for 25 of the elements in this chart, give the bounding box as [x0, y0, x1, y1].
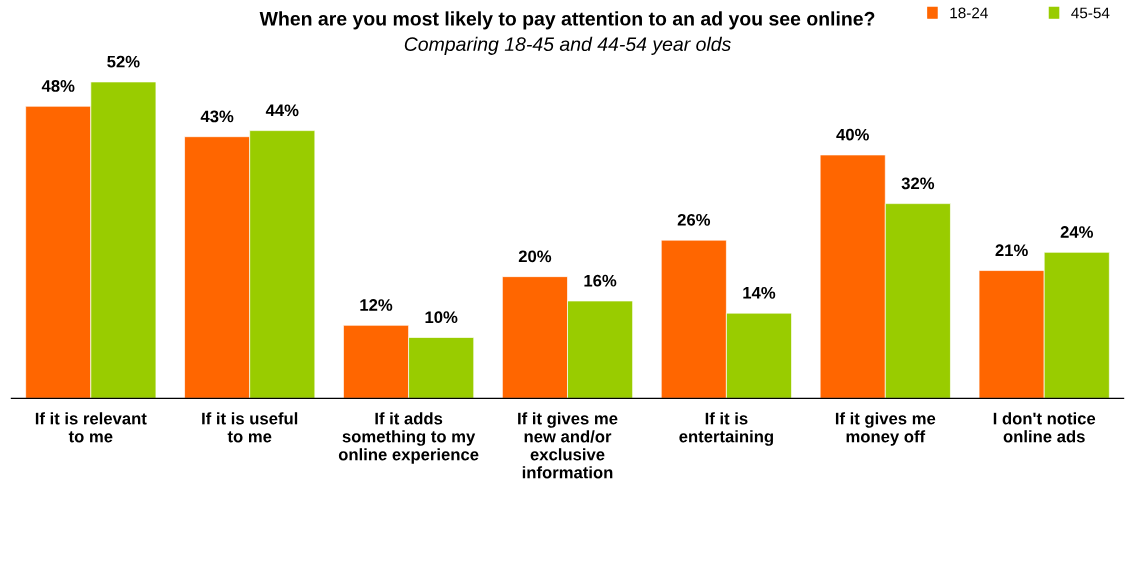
data-label: 26% [677, 213, 711, 226]
chart-subtitle: Comparing 18-45 and 44-54 year olds [404, 36, 731, 55]
x-tick-label: If it is entertaining [679, 412, 773, 446]
x-tick-label: If it gives me money off [835, 412, 936, 446]
x-tick-label: I don't notice online ads [993, 412, 1096, 443]
data-label: 40% [836, 128, 869, 141]
data-label: 43% [200, 110, 234, 123]
data-label: 14% [743, 286, 776, 299]
x-tick-label: If it is useful to me [202, 412, 298, 443]
x-tick-label: If it adds something to my online experience [338, 412, 479, 464]
data-label: 21% [995, 244, 1028, 257]
data-label: 24% [1060, 226, 1094, 238]
data-label: 48% [41, 80, 75, 92]
data-label: 32% [901, 177, 935, 190]
data-label: 12% [360, 299, 393, 311]
data-label: 20% [518, 250, 552, 263]
data-label: 44% [265, 104, 299, 117]
x-tick-label: If it gives me new and/or exclusive information [518, 412, 618, 479]
data-label: 52% [107, 55, 140, 68]
chart-title: When are you most likely to pay attention to an ad you see online? [259, 11, 875, 30]
x-tick-label: If it is relevant to me [35, 412, 147, 443]
legend-label: 45-54 [1071, 7, 1110, 19]
legend-label: 18-24 [950, 7, 988, 19]
data-label: 16% [584, 274, 617, 287]
data-label: 10% [425, 311, 458, 324]
